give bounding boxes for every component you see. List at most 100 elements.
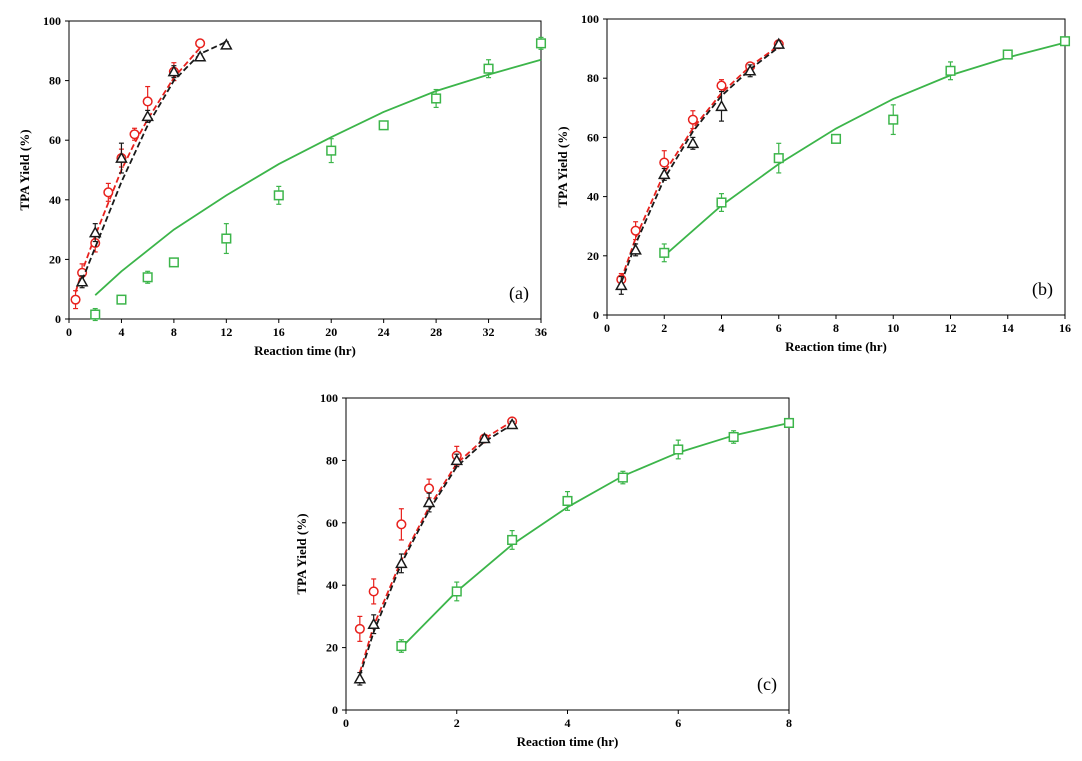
y-tick-label: 100	[43, 14, 61, 28]
data-point-square	[168, 257, 179, 268]
data-point-circle	[142, 96, 153, 107]
data-point-square	[90, 309, 101, 320]
y-tick-label: 100	[320, 391, 338, 405]
y-tick-label: 40	[587, 190, 599, 204]
data-point-triangle	[395, 556, 408, 569]
plot-frame	[606, 18, 1066, 316]
data-point-square	[716, 197, 727, 208]
x-tick-label: 0	[343, 716, 349, 730]
y-tick-label: 40	[49, 193, 61, 207]
y-tick-label: 0	[332, 703, 338, 717]
series-circle	[616, 39, 784, 286]
y-tick-label: 0	[593, 308, 599, 322]
data-point-triangle	[193, 50, 207, 62]
data-point-square	[773, 153, 784, 164]
y-tick-label: 80	[326, 453, 338, 467]
data-point-triangle	[88, 226, 102, 238]
data-point-triangle	[615, 278, 628, 291]
x-tick-label: 36	[535, 325, 547, 339]
fit-line-triangle	[358, 423, 513, 676]
data-point-triangle	[422, 495, 436, 508]
data-point-square	[945, 65, 956, 76]
x-tick-label: 0	[66, 325, 72, 339]
data-point-circle	[716, 80, 727, 91]
x-tick-label: 24	[378, 325, 390, 339]
data-point-circle	[659, 157, 670, 168]
data-point-triangle	[478, 432, 491, 444]
x-tick-label: 0	[604, 321, 610, 335]
data-point-triangle	[220, 38, 233, 50]
series-circle	[354, 416, 518, 673]
data-point-square	[1002, 49, 1013, 60]
data-point-square	[378, 120, 389, 131]
data-point-square	[673, 444, 684, 455]
data-point-circle	[354, 623, 365, 634]
data-point-square	[483, 63, 494, 74]
y-tick-label: 60	[587, 130, 599, 144]
data-point-triangle	[450, 453, 464, 466]
x-tick-label: 12	[945, 321, 957, 335]
data-point-square	[562, 495, 573, 507]
chart-panel-b: 0 2 4 6 8 10 12 14 16 0 20 40 60 80 100 Reaction time (…	[555, 12, 1071, 354]
x-tick-label: 14	[1002, 321, 1014, 335]
x-tick-label: 20	[325, 325, 337, 339]
data-point-square	[888, 114, 899, 125]
data-point-triangle	[75, 275, 89, 287]
fit-line-circle	[620, 44, 780, 280]
x-axis-title: Reaction time (hr)	[254, 343, 356, 358]
series-triangle	[75, 38, 233, 289]
x-tick-label: 4	[565, 716, 571, 730]
data-point-circle	[195, 38, 206, 49]
data-point-square	[728, 431, 739, 443]
data-point-square	[659, 247, 670, 258]
panel-label: (b)	[1032, 279, 1053, 300]
data-point-circle	[687, 114, 698, 125]
data-point-square	[783, 417, 795, 429]
plot-frame	[345, 397, 790, 711]
x-tick-label: 16	[273, 325, 285, 339]
fit-line-circle	[358, 420, 513, 673]
y-axis-title: TPA Yield (%)	[17, 129, 32, 210]
data-point-triangle	[772, 37, 786, 49]
data-point-triangle	[743, 64, 757, 76]
y-tick-label: 20	[49, 252, 61, 266]
data-point-triangle	[686, 136, 700, 149]
data-point-triangle	[353, 672, 367, 684]
series-square	[396, 417, 795, 653]
series-triangle	[353, 417, 519, 686]
fit-line-square	[94, 58, 542, 296]
x-tick-label: 32	[483, 325, 495, 339]
x-tick-label: 8	[171, 325, 177, 339]
data-point-square	[221, 233, 232, 244]
data-point-circle	[424, 483, 435, 494]
data-point-triangle	[115, 151, 128, 163]
data-point-square	[142, 272, 153, 283]
x-tick-label: 12	[220, 325, 232, 339]
x-tick-label: 4	[719, 321, 725, 335]
fit-line-triangle	[620, 46, 780, 283]
y-axis-title: TPA Yield (%)	[294, 513, 309, 594]
series-triangle	[615, 37, 786, 295]
data-point-square	[326, 145, 337, 156]
data-point-circle	[396, 519, 407, 530]
data-point-triangle	[367, 617, 380, 629]
data-point-triangle	[629, 243, 642, 255]
data-point-square	[431, 93, 442, 104]
data-point-square	[451, 586, 462, 597]
x-tick-label: 2	[661, 321, 667, 335]
data-point-circle	[129, 129, 140, 140]
data-point-circle	[103, 187, 114, 198]
y-tick-label: 40	[326, 578, 338, 592]
data-point-triangle	[167, 65, 181, 77]
x-tick-label: 4	[118, 325, 124, 339]
panel-label: (a)	[509, 283, 529, 304]
y-tick-label: 60	[49, 133, 61, 147]
fit-line-circle	[74, 47, 201, 293]
x-tick-label: 6	[776, 321, 782, 335]
data-point-circle	[630, 225, 641, 236]
chart-panel-a: 0 4 8 12 16 20 24 28 32 36 0 20 40 60 80 100 Reaction ti…	[17, 14, 547, 358]
fit-line-square	[663, 41, 1066, 257]
x-tick-label: 10	[887, 321, 899, 335]
